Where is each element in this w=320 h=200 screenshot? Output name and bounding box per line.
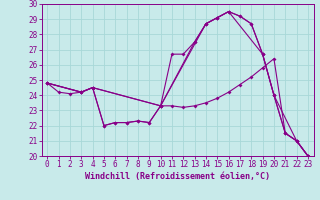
- X-axis label: Windchill (Refroidissement éolien,°C): Windchill (Refroidissement éolien,°C): [85, 172, 270, 181]
